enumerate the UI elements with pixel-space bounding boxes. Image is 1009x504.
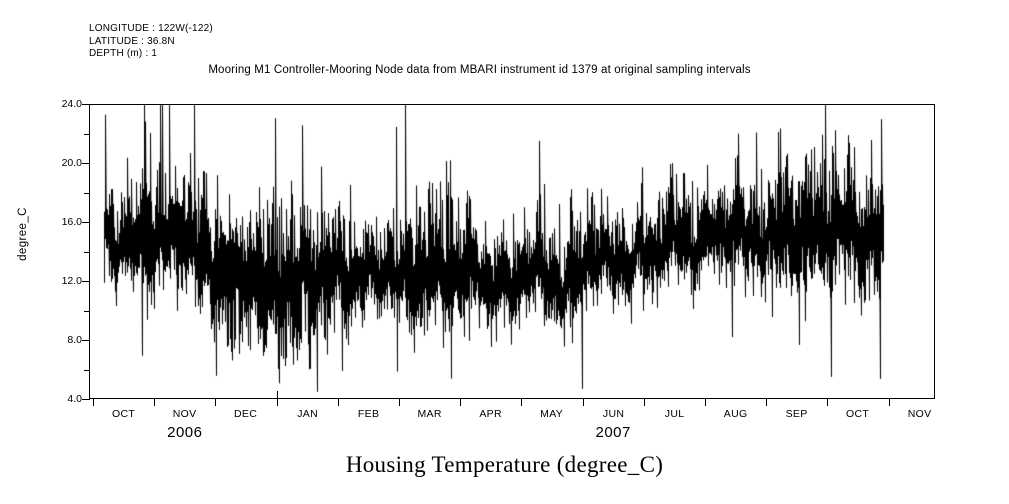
x-tick-month: [338, 399, 339, 406]
longitude-line: LONGITUDE : 122W(-122): [89, 23, 213, 34]
y-tick-major: [82, 340, 90, 341]
plot-title: Mooring M1 Controller-Mooring Node data …: [208, 64, 751, 76]
y-tick-minor: [84, 310, 90, 312]
y-tick-label: 24.0: [61, 98, 82, 110]
x-tick-label: MAR: [417, 408, 442, 420]
x-tick-month: [93, 399, 94, 406]
x-tick-month: [705, 399, 706, 406]
x-tick-label: JUN: [602, 408, 625, 420]
x-tick-month: [827, 399, 828, 406]
y-tick-major: [82, 281, 90, 282]
x-tick-label: FEB: [357, 408, 380, 420]
y-axis: 24.0 20.0 16.0 12.0 8.0 4.0: [26, 0, 82, 504]
x-tick-month: [583, 399, 584, 406]
x-tick-label: JUL: [664, 408, 685, 420]
y-tick-minor: [84, 133, 90, 135]
x-tick-month: [766, 399, 767, 406]
x-tick-month: [644, 399, 645, 406]
x-tick-month: [460, 399, 461, 406]
x-axis-year-label: 2006: [167, 424, 203, 441]
x-tick-label: NOV: [907, 408, 932, 420]
x-tick-month: [399, 399, 400, 406]
x-tick-month: [215, 399, 216, 406]
latitude-line: LATITUDE : 36.8N: [89, 35, 175, 47]
y-tick-major: [82, 222, 90, 223]
x-tick-label: DEC: [234, 408, 258, 420]
y-tick-minor: [84, 251, 90, 253]
x-tick-label: OCT: [846, 408, 870, 420]
x-tick-month: [154, 399, 155, 406]
y-tick-label: 4.0: [67, 393, 82, 405]
y-tick-label: 12.0: [61, 275, 82, 287]
y-tick-label: 16.0: [61, 216, 82, 228]
timeseries-plot: [89, 104, 935, 399]
y-tick-major: [82, 399, 90, 400]
y-tick-label: 20.0: [61, 157, 82, 169]
x-tick-month: [521, 399, 522, 406]
depth-line: DEPTH (m) : 1: [89, 48, 158, 59]
x-tick-label: OCT: [112, 408, 136, 420]
x-tick-label: SEP: [785, 408, 808, 420]
y-tick-minor: [84, 192, 90, 194]
x-tick-label: APR: [479, 408, 502, 420]
y-tick-major: [82, 163, 90, 164]
y-axis-label: degree_C: [17, 207, 29, 261]
chart-caption: Housing Temperature (degree_C): [345, 452, 664, 477]
x-tick-label: MAY: [540, 408, 564, 420]
x-axis-year-label: 2007: [595, 424, 631, 441]
x-tick-label: JAN: [297, 408, 318, 420]
x-tick-label: NOV: [172, 408, 197, 420]
x-tick-label: AUG: [723, 408, 748, 420]
x-tick-month: [889, 399, 890, 406]
station-metadata: LONGITUDE : 122W(-122) LATITUDE : 36.8N …: [89, 23, 213, 61]
y-tick-major: [82, 104, 90, 105]
y-tick-label: 8.0: [67, 334, 82, 346]
y-tick-minor: [84, 369, 90, 371]
x-tick-year-boundary: [277, 391, 278, 406]
